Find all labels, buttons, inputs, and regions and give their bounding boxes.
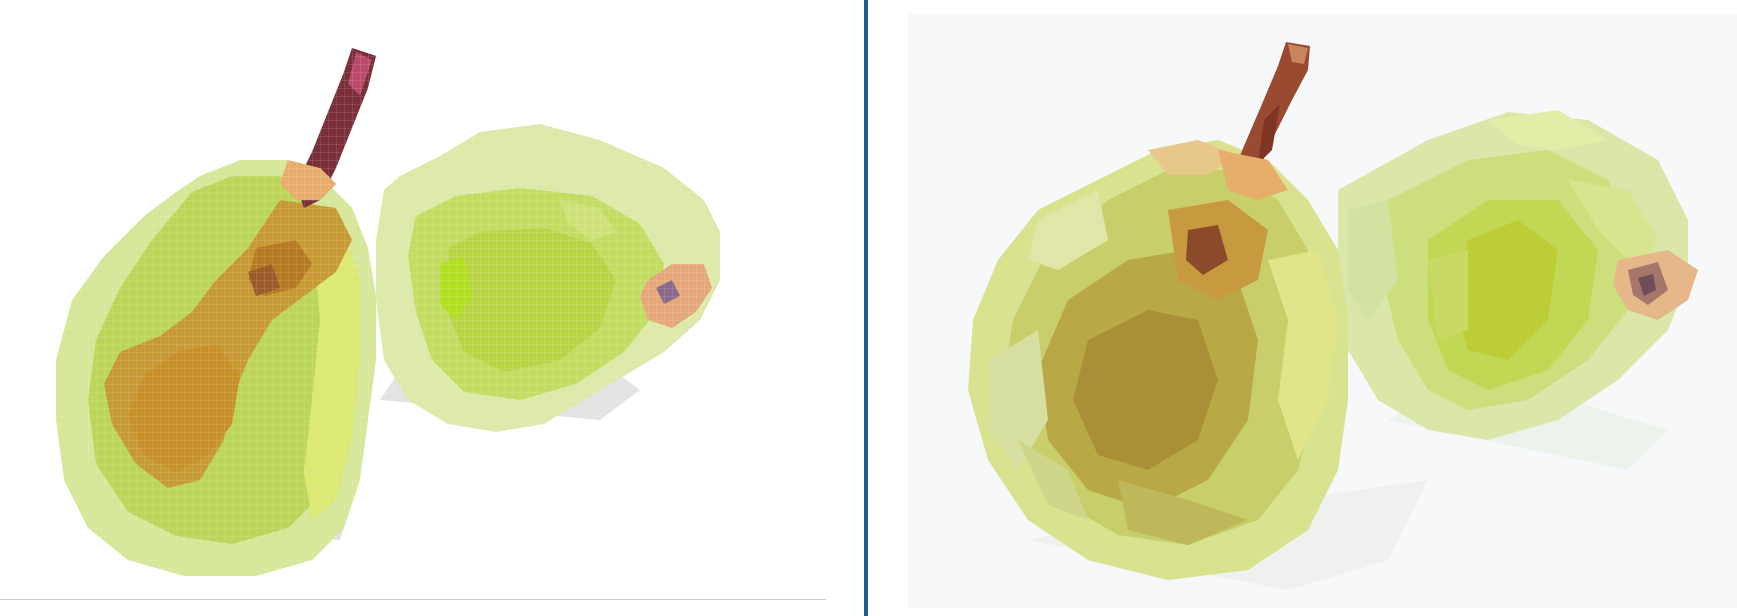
left-pear-low-poly — [968, 42, 1348, 580]
pixelated-pears-panel — [0, 0, 864, 616]
right-pear-low-poly — [1338, 110, 1698, 440]
low-poly-pears-image — [908, 14, 1737, 608]
panel-divider[interactable] — [864, 0, 868, 616]
low-poly-pears-panel — [868, 0, 1737, 616]
pixelated-pears-image — [48, 40, 728, 590]
bottom-rule — [0, 599, 826, 600]
